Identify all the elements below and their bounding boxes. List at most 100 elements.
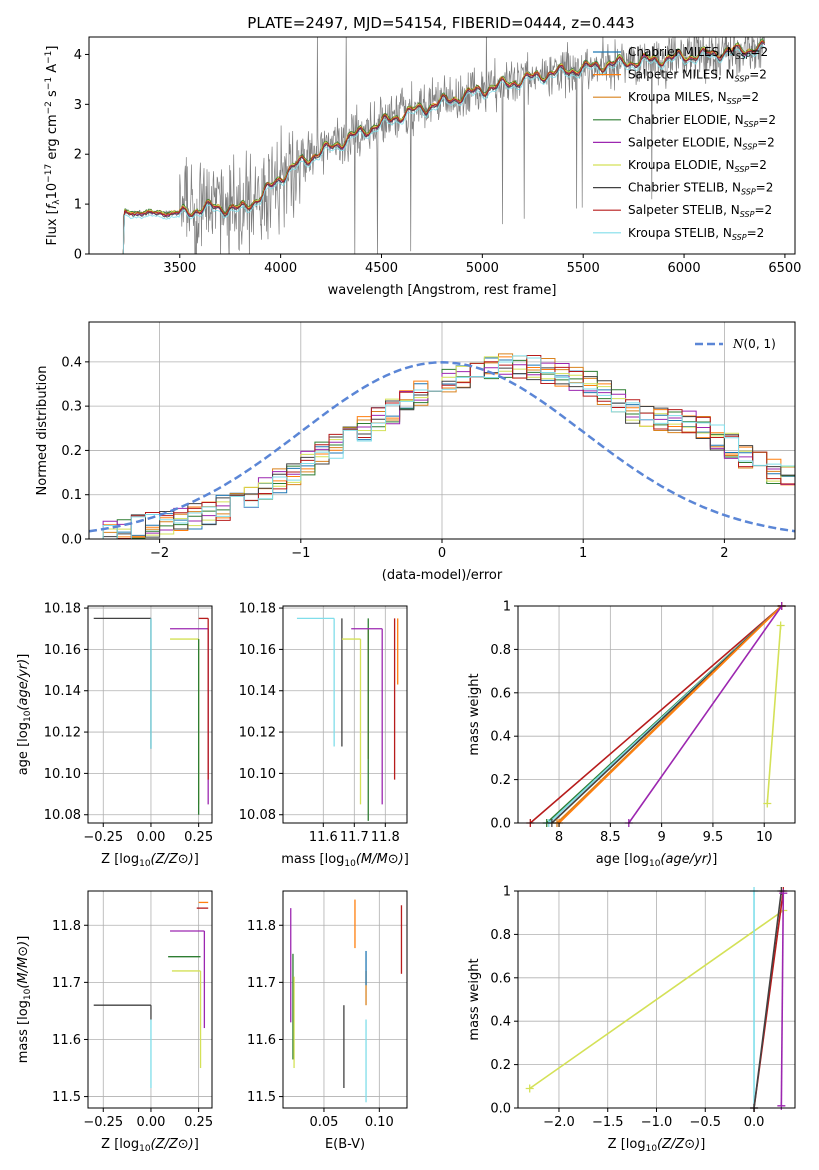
weight-line [766,625,782,804]
x-tick-label: 0.05 [309,1115,338,1130]
y-tick-label: 10.12 [239,726,276,741]
axes-frame [87,605,213,824]
y-axis-label: mass weight [467,673,482,755]
y-tick-label: 0.0 [490,1102,511,1117]
y-tick-label: 10.16 [44,643,81,658]
x-tick-label: 5000 [466,261,499,276]
legend-entry: Kroupa MILES, NSSP=2 [628,90,759,106]
y-tick-label: 10.14 [44,684,81,699]
x-tick-label: 5500 [567,261,600,276]
x-tick-label: −0.25 [83,1115,123,1130]
axes-frame [282,890,408,1109]
y-tick-label: 0.6 [490,971,511,986]
gaussian-reference-curve [89,361,795,533]
mass-vs-ebv-panel: 0.05 0.10 11.5 11.6 11.7 11.8 E(B-V) [247,890,408,1152]
weight-line [529,909,784,1090]
x-tick-label: 10 [756,830,773,845]
spectrum-plot-area [122,37,766,254]
weight-line [529,605,783,824]
x-tick-label: 3500 [163,261,196,276]
y-tick-label: 3 [74,98,82,113]
residual-histogram-9 [89,355,795,539]
figure-title: PLATE=2497, MJD=54154, FIBERID=0444, z=0… [247,14,634,32]
x-tick-label: 8 [555,830,563,845]
axes-frame [517,605,796,824]
x-tick-label: 0.25 [184,1115,213,1130]
y-tick-label: 11.6 [247,1033,276,1048]
y-tick-label: 11.5 [52,1090,81,1105]
axes-frame [88,36,796,255]
spectrum-panel: 3500 4000 4500 5000 5500 6000 6500 0 1 2 3 4 Chabrie… [44,36,801,298]
x-tick-label: 8.5 [600,830,621,845]
x-tick-label: −0.25 [83,830,123,845]
y-tick-label: 1 [503,600,511,615]
x-tick-label: 11.7 [340,830,369,845]
y-tick-label: 2 [74,148,82,163]
y-axis-label: age [log10(age/yr)] [16,654,33,776]
x-tick-label: 0.00 [136,830,165,845]
y-tick-label: 11.7 [247,976,276,991]
weight-marker [776,621,785,630]
y-axis-label: Flux [fλ10−17 erg cm−2 s−1 A−1] [44,46,62,246]
y-tick-label: 0.2 [490,773,511,788]
y-axis-label: Normed distribution [35,366,50,496]
y-tick-label: 0.6 [490,686,511,701]
weight-line [558,605,783,824]
y-tick-label: 1 [74,198,82,213]
residual-histogram-4 [89,359,795,539]
x-tick-label: 2 [720,546,728,561]
model-spectrum-line-4 [122,38,766,254]
y-tick-label: 0 [74,248,82,263]
age-vs-z-plot-area [93,617,209,815]
y-tick-label: 0.0 [61,533,82,548]
y-tick-label: 11.8 [52,919,81,934]
age-vs-mass-panel: 11.6 11.7 11.8 10.08 10.10 10.12 10.14 10.16 10.… [239,602,409,869]
legend-entry: Salpeter STELIB, NSSP=2 [628,203,772,219]
y-tick-label: 10.14 [239,684,276,699]
y-tick-label: 11.5 [247,1090,276,1105]
weight-marker [763,799,772,808]
y-tick-label: 0.4 [490,730,511,745]
x-axis-label: (data-model)/error [382,568,503,583]
x-tick-label: 4500 [365,261,398,276]
age-vs-mass-plot-area [296,617,399,821]
x-axis-label: age [log10(age/yr)] [596,852,718,869]
legend-entry: Chabrier STELIB, NSSP=2 [628,181,773,197]
mass-vs-z-panel: −0.25 0.00 0.25 11.5 11.6 11.7 11.8 Z [log10(Z/… [16,890,213,1154]
legend-entry: Salpeter MILES, NSSP=2 [628,68,767,84]
x-tick-label: 0.10 [365,1115,394,1130]
model-spectrum-line-8 [122,40,765,254]
model-spectrum-line-9 [122,44,766,254]
model-spectrum-line-7 [122,41,766,254]
x-tick-label: 0.00 [136,1115,165,1130]
weight-marker [777,1101,786,1110]
x-tick-label: 0.25 [184,830,213,845]
y-tick-label: 10.08 [44,808,81,823]
x-tick-label: 9.5 [703,830,724,845]
y-tick-label: 0.4 [61,355,82,370]
weight-vs-z-panel: −2.0 −1.5 −1.0 −0.5 0.0 0.0 0.2 0.4 0.6 0.8 1 Z [lo… [467,885,796,1154]
y-tick-label: 11.8 [247,919,276,934]
legend-entry: Chabrier ELODIE, NSSP=2 [628,113,776,129]
residuals-plot-area [89,353,795,539]
weight-marker [525,1084,534,1093]
x-axis-label: Z [log10(Z/Z⊙)] [101,1137,199,1154]
y-tick-label: 0.3 [61,400,82,415]
x-axis-label: mass [log10(M/M⊙)] [281,852,409,869]
legend-entry: Kroupa STELIB, NSSP=2 [628,226,764,242]
axes-frame [87,890,213,1109]
x-tick-label: 11.6 [309,830,338,845]
mass-vs-z-plot-area [93,901,209,1089]
age-vs-z-panel: −0.25 0.00 0.25 10.08 10.10 10.12 10.14 10.16 10… [16,602,213,869]
y-tick-label: 0.1 [61,488,82,503]
x-tick-label: −2 [150,546,169,561]
x-axis-label: wavelength [Angstrom, rest frame] [328,283,557,298]
legend-entry: Salpeter ELODIE, NSSP=2 [628,135,775,151]
y-tick-label: 11.7 [52,976,81,991]
y-tick-label: 10.10 [239,767,276,782]
x-tick-label: 6000 [668,261,701,276]
x-tick-label: 1 [579,546,587,561]
y-tick-label: 0.8 [490,928,511,943]
x-tick-label: 0 [438,546,446,561]
x-tick-label: 6500 [768,261,801,276]
